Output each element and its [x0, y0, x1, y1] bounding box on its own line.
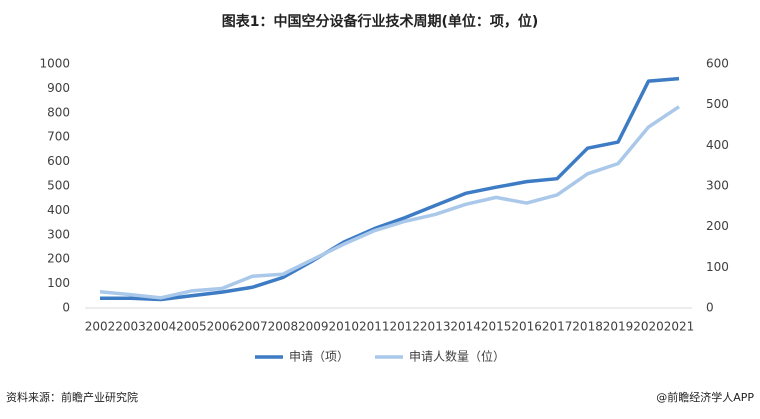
x-tick-label: 2005	[176, 320, 207, 334]
x-tick-label: 2007	[237, 320, 268, 334]
y-tick-label: 800	[47, 105, 70, 119]
legend-label: 申请人数量（位）	[409, 349, 505, 364]
y-tick-label: 100	[47, 276, 70, 290]
y-tick-label: 900	[47, 81, 70, 95]
x-tick-label: 2019	[603, 320, 634, 334]
x-tick-label: 2017	[542, 320, 573, 334]
legend-label: 申请（项）	[289, 350, 349, 364]
x-tick-label: 2018	[572, 320, 603, 334]
y-tick-label: 600	[47, 154, 70, 168]
x-tick-label: 2008	[268, 320, 299, 334]
y-tick-label: 300	[47, 227, 70, 241]
x-tick-label: 2013	[420, 320, 451, 334]
credit: @前瞻经济学人APP	[656, 390, 754, 404]
x-tick-label: 2021	[664, 320, 695, 334]
y2-tick-label: 100	[706, 260, 729, 274]
x-tick-label: 2011	[359, 320, 390, 334]
x-tick-label: 2009	[298, 320, 329, 334]
series-line	[99, 105, 680, 300]
y-tick-label: 700	[47, 130, 70, 144]
y-tick-label: 500	[47, 179, 70, 193]
x-tick-label: 2010	[329, 320, 360, 334]
y-tick-label: 400	[47, 203, 70, 217]
x-tick-label: 2003	[115, 320, 146, 334]
chart-title: 图表1：中国空分设备行业技术周期(单位：项，位)	[222, 13, 539, 30]
series-line	[100, 76, 680, 302]
source: 资料来源：前瞻产业研究院	[6, 390, 138, 404]
y2-tick-label: 0	[706, 301, 714, 315]
y2-tick-label: 600	[706, 57, 729, 71]
x-tick-label: 2004	[146, 320, 177, 334]
x-tick-label: 2015	[481, 320, 512, 334]
y2-tick-label: 500	[706, 97, 729, 111]
y-tick-label: 200	[47, 252, 70, 266]
y2-tick-label: 400	[706, 138, 729, 152]
x-tick-label: 2012	[389, 320, 420, 334]
x-tick-label: 2020	[633, 320, 664, 334]
y-tick-label: 1000	[39, 57, 70, 71]
y2-tick-label: 300	[706, 179, 729, 193]
x-tick-label: 2002	[85, 320, 116, 334]
x-tick-label: 2014	[450, 320, 481, 334]
y-tick-label: 0	[62, 301, 70, 315]
y2-tick-label: 200	[706, 219, 729, 233]
x-tick-label: 2006	[207, 320, 238, 334]
x-tick-label: 2016	[511, 320, 542, 334]
